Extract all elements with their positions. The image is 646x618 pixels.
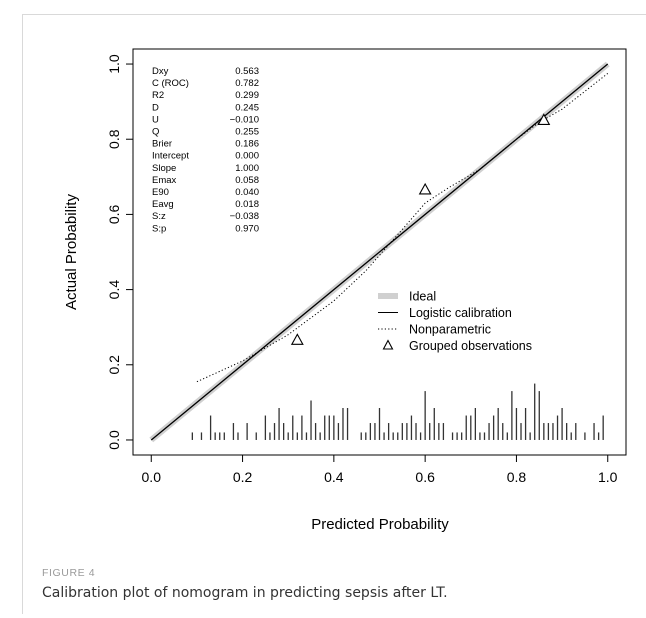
stat-value: 0.299: [235, 90, 259, 101]
stat-name: R2: [152, 90, 164, 101]
rug-layer: [191, 383, 604, 440]
grouped-observation-point: [418, 182, 432, 195]
stat-name: E90: [152, 187, 169, 198]
stat-value: −0.010: [230, 114, 259, 125]
x-tick-label: 0.8: [507, 469, 527, 485]
stat-value: 0.058: [235, 175, 259, 186]
logistic-calibration-line: [150, 63, 609, 441]
x-tick-label: 1.0: [598, 469, 618, 485]
stats-table: Dxy 0.563 C (ROC) 0.782 R2 0.299 D 0.245 U −0.010…: [152, 66, 259, 234]
stat-value: 0.255: [235, 127, 259, 138]
stat-name: Q: [152, 127, 159, 138]
nonparametric-curve: [196, 73, 609, 383]
stat-name: Slope: [152, 163, 176, 174]
stat-name: U: [152, 114, 159, 125]
figure-frame-top: [22, 14, 646, 15]
stat-name: Emax: [152, 175, 177, 186]
stat-name: S:z: [152, 211, 166, 222]
x-tick-label: 0.4: [324, 469, 344, 485]
plot-box: [132, 48, 627, 456]
figure-frame-left: [22, 14, 23, 614]
figure-label: FIGURE 4: [42, 567, 96, 579]
y-axis-label: Actual Probability: [63, 194, 80, 310]
x-tick-label: 0.0: [142, 469, 162, 485]
stat-name: Dxy: [152, 66, 169, 77]
grouped-observation-point: [537, 113, 551, 125]
stat-value: 0.970: [235, 223, 259, 234]
x-axis-label: Predicted Probability: [311, 516, 449, 533]
stat-name: D: [152, 102, 159, 113]
y-tick-label: 0.0: [106, 430, 122, 450]
stat-name: Intercept: [152, 151, 189, 162]
series-layer: [149, 61, 610, 443]
stat-value: 0.782: [235, 78, 259, 89]
stat-name: S:p: [152, 223, 166, 234]
legend-label: Nonparametric: [409, 323, 491, 337]
stat-name: Brier: [152, 139, 172, 150]
stat-value: 0.040: [235, 187, 259, 198]
stat-value: 0.000: [235, 151, 259, 162]
y-tick-label: 0.4: [106, 280, 122, 300]
stat-name: Eavg: [152, 199, 174, 210]
y-tick-label: 1.0: [106, 54, 122, 74]
legend-label: Logistic calibration: [409, 306, 512, 320]
legend-triangle-swatch: [382, 339, 394, 350]
y-tick-label: 0.6: [106, 204, 122, 224]
stat-value: 0.245: [235, 102, 259, 113]
stat-value: 0.018: [235, 199, 259, 210]
legend-label: Grouped observations: [409, 339, 532, 353]
x-tick-label: 0.6: [415, 469, 435, 485]
y-tick-label: 0.8: [106, 129, 122, 149]
stat-value: 0.186: [235, 139, 259, 150]
x-tick-label: 0.2: [233, 469, 253, 485]
stat-value: 0.563: [235, 66, 259, 77]
y-tick-label: 0.2: [106, 355, 122, 375]
stat-value: 1.000: [235, 163, 259, 174]
figure-caption: Calibration plot of nomogram in predicti…: [42, 585, 448, 601]
legend: Ideal Logistic calibration Nonparametric Gr…: [378, 290, 532, 353]
stat-name: C (ROC): [152, 78, 189, 89]
calibration-chart: 0.0 0.2 0.4 0.6 0.8 1.0 0.0 0.2 0.4 0.6 0.8 1.0 Dxy…: [63, 48, 627, 533]
stat-value: −0.038: [230, 211, 259, 222]
tick-layer: 0.0 0.2 0.4 0.6 0.8 1.0 0.0 0.2 0.4 0.6 0.8 1.0: [106, 54, 618, 485]
legend-label: Ideal: [409, 290, 436, 304]
grouped-observation-point: [290, 333, 304, 345]
